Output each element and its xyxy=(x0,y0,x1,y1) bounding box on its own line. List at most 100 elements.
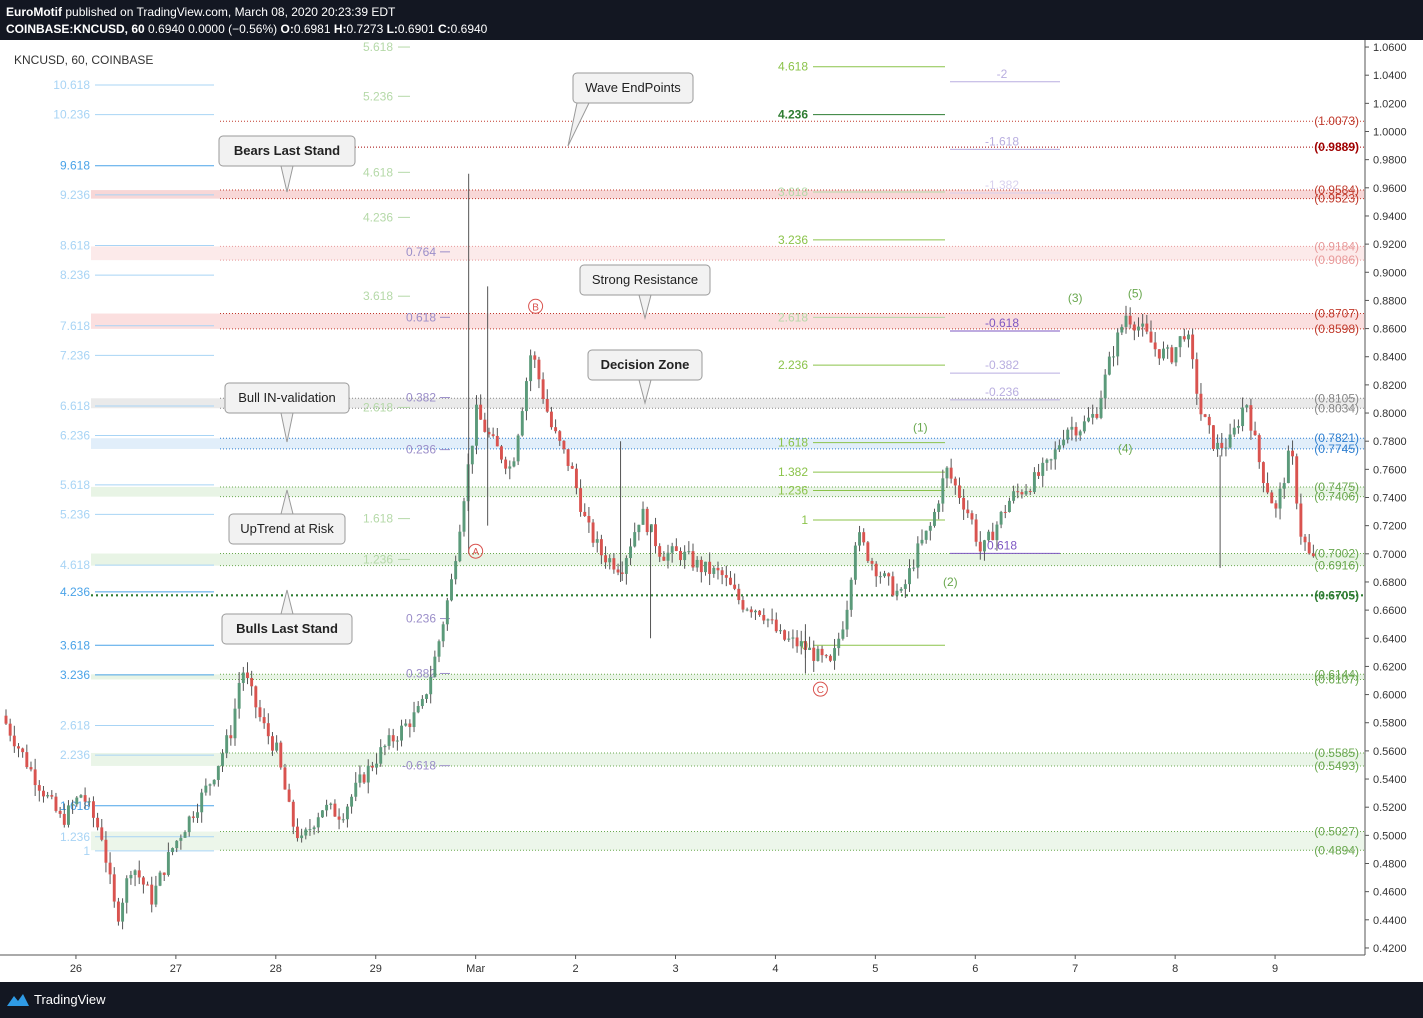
candle xyxy=(824,655,828,657)
level-label: (0.7002) xyxy=(1314,547,1359,561)
mid-fib-label: 4.236 xyxy=(363,210,393,224)
candle xyxy=(512,461,516,467)
candle xyxy=(666,552,670,561)
candle xyxy=(841,629,845,639)
open-value: 0.6981 xyxy=(293,22,331,36)
candle xyxy=(558,431,562,441)
low-value: 0.6901 xyxy=(397,22,435,36)
price-tick-label: 0.7800 xyxy=(1373,436,1407,448)
wave-circle xyxy=(528,298,544,314)
level-label: (0.9184) xyxy=(1314,239,1359,253)
low-label: L: xyxy=(386,22,398,36)
far-fib-label: -0.382 xyxy=(985,358,1019,372)
tradingview-logo-icon[interactable] xyxy=(6,992,30,1008)
right-fib-label: 1.382 xyxy=(778,465,808,479)
candle xyxy=(379,747,383,764)
candle xyxy=(146,884,150,886)
price-tick-label: 0.4600 xyxy=(1373,887,1407,899)
candle xyxy=(1132,324,1136,331)
candle xyxy=(370,765,374,768)
far-fib-label: -0.618 xyxy=(985,316,1019,330)
candle xyxy=(137,870,141,878)
candle xyxy=(500,446,503,460)
chart-header: EuroMotif published on TradingView.com, … xyxy=(0,0,1423,40)
candle xyxy=(458,531,462,562)
candle xyxy=(204,785,208,793)
candle xyxy=(366,765,370,783)
candle xyxy=(1299,503,1303,537)
candle xyxy=(216,765,220,780)
candle xyxy=(504,459,508,469)
callout-box xyxy=(221,613,353,645)
candle xyxy=(191,816,195,818)
candle xyxy=(729,577,732,585)
price-tick-label: 0.6000 xyxy=(1373,690,1407,702)
left-fib-label: 4.236 xyxy=(60,585,90,599)
purple-fib-label: 0.236 xyxy=(406,612,436,626)
price-tick-label: 0.7600 xyxy=(1373,464,1407,476)
publisher-name[interactable]: EuroMotif xyxy=(6,5,62,19)
candle xyxy=(395,740,399,742)
candle xyxy=(258,707,262,718)
candle xyxy=(475,404,478,446)
candle xyxy=(416,706,420,713)
candle xyxy=(795,637,799,647)
candle xyxy=(71,804,75,806)
candle xyxy=(400,725,403,741)
wave-label: (5) xyxy=(1128,287,1143,301)
right-fib-label: 4.236 xyxy=(778,108,808,122)
candle xyxy=(924,530,928,540)
candle xyxy=(641,508,645,525)
candle xyxy=(112,874,116,902)
wave-circle xyxy=(812,681,828,697)
candle xyxy=(1116,332,1120,357)
candle xyxy=(233,708,237,739)
time-tick-label: 6 xyxy=(972,963,978,975)
candle xyxy=(591,522,595,543)
candle xyxy=(658,546,662,557)
left-fib-label: 10.236 xyxy=(53,108,90,122)
candle xyxy=(1211,425,1215,450)
left-fib-label: 8.618 xyxy=(60,239,90,253)
purple-fib-label: 0.618 xyxy=(406,310,436,324)
callout-box xyxy=(224,382,350,414)
candle xyxy=(1074,426,1078,436)
candle xyxy=(962,497,966,510)
level-label: (0.9584) xyxy=(1314,183,1359,197)
candle xyxy=(229,735,233,739)
candle xyxy=(345,806,349,820)
candle xyxy=(654,524,657,547)
left-fib-label: 9.236 xyxy=(60,188,90,202)
candle xyxy=(433,656,437,677)
left-fib-label: 6.236 xyxy=(60,429,90,443)
candle xyxy=(966,509,970,514)
wave-circle xyxy=(468,543,484,559)
level-label: (0.8105) xyxy=(1314,391,1359,405)
candle xyxy=(516,435,520,462)
candle xyxy=(524,381,528,412)
mid-fib-label: 5.618 xyxy=(363,40,393,54)
candle xyxy=(1124,315,1128,327)
candle xyxy=(1203,414,1207,417)
candle xyxy=(745,609,749,611)
candle xyxy=(937,503,941,512)
candle xyxy=(1120,326,1124,333)
candle xyxy=(1170,347,1174,363)
candle xyxy=(37,785,41,791)
price-chart[interactable]: (1.0073) (0.9889) (0.9584)(0.9523) (0.9184)… xyxy=(0,40,1423,982)
price-zone-5 xyxy=(91,486,1365,497)
footer-brand[interactable]: TradingView xyxy=(34,992,106,1007)
left-fib-label: 5.236 xyxy=(60,507,90,521)
candle xyxy=(599,539,603,556)
candle xyxy=(1278,488,1282,509)
time-tick-label: 3 xyxy=(672,963,678,975)
candle xyxy=(1062,439,1066,446)
candle xyxy=(853,545,857,580)
candle xyxy=(437,641,441,657)
candle xyxy=(833,648,837,661)
candle xyxy=(1232,427,1236,435)
time-tick-label: 28 xyxy=(270,963,282,975)
quote-change: 0.6940 0.0000 (−0.56%) xyxy=(148,22,278,36)
candle xyxy=(320,810,324,818)
candles-group xyxy=(4,305,1315,930)
